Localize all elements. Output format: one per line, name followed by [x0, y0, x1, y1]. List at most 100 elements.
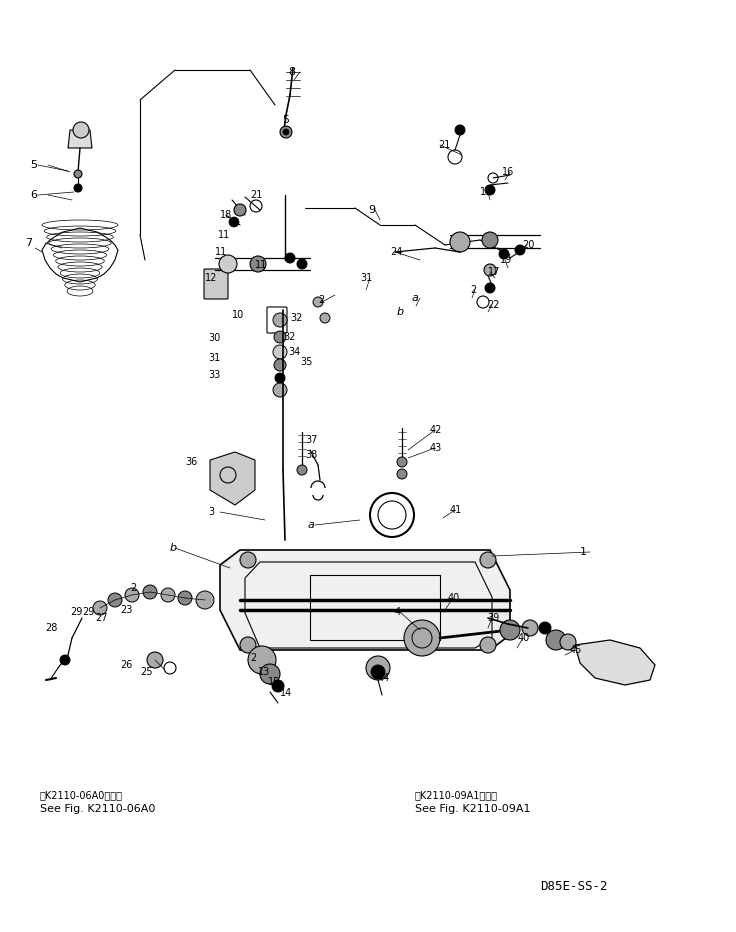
Text: 20: 20 — [522, 240, 534, 250]
Polygon shape — [220, 550, 510, 650]
Text: 40: 40 — [448, 593, 460, 603]
Text: 21: 21 — [250, 190, 262, 200]
Circle shape — [455, 125, 465, 135]
Text: 44: 44 — [378, 673, 390, 683]
Text: 33: 33 — [208, 370, 220, 380]
Text: 29: 29 — [82, 607, 94, 617]
Circle shape — [482, 232, 498, 248]
Circle shape — [280, 126, 292, 138]
Circle shape — [313, 297, 323, 307]
Text: 14: 14 — [280, 688, 292, 698]
Text: 第K2110-09A1図参照: 第K2110-09A1図参照 — [415, 790, 498, 800]
Circle shape — [219, 255, 237, 273]
Text: 32: 32 — [290, 313, 302, 323]
Circle shape — [275, 373, 285, 383]
Text: 10: 10 — [232, 310, 244, 320]
Text: 8: 8 — [288, 67, 295, 77]
Circle shape — [260, 664, 280, 684]
Circle shape — [240, 637, 256, 653]
Circle shape — [297, 259, 307, 269]
Circle shape — [366, 656, 390, 680]
Text: 11: 11 — [215, 247, 227, 257]
Circle shape — [273, 345, 287, 359]
Text: D85E-SS-2: D85E-SS-2 — [540, 880, 607, 893]
Text: 28: 28 — [45, 623, 57, 633]
Text: 39: 39 — [487, 613, 499, 623]
Text: 5: 5 — [282, 115, 289, 125]
Circle shape — [499, 249, 509, 259]
Text: See Fig. K2110-06A0: See Fig. K2110-06A0 — [40, 804, 155, 814]
Circle shape — [161, 588, 175, 602]
Text: 16: 16 — [502, 167, 514, 177]
Circle shape — [234, 204, 246, 216]
Text: 31: 31 — [208, 353, 220, 363]
Text: 第K2110-06A0図参照: 第K2110-06A0図参照 — [40, 790, 123, 800]
Circle shape — [285, 253, 295, 263]
Circle shape — [74, 184, 82, 192]
Polygon shape — [575, 640, 655, 685]
Text: 5: 5 — [30, 160, 37, 170]
Text: 41: 41 — [450, 505, 462, 515]
Circle shape — [229, 217, 239, 227]
Circle shape — [560, 634, 576, 650]
Text: a: a — [308, 520, 315, 530]
Circle shape — [60, 655, 70, 665]
Text: 17: 17 — [488, 267, 500, 277]
Text: 27: 27 — [95, 613, 107, 623]
Circle shape — [108, 593, 122, 607]
Circle shape — [240, 552, 256, 568]
Text: 2: 2 — [250, 653, 256, 663]
Text: 19: 19 — [500, 255, 512, 265]
Circle shape — [274, 359, 286, 371]
Text: 38: 38 — [305, 450, 317, 460]
FancyBboxPatch shape — [267, 307, 287, 333]
Polygon shape — [210, 452, 255, 505]
FancyBboxPatch shape — [204, 269, 228, 299]
Circle shape — [539, 622, 551, 634]
Circle shape — [371, 665, 385, 679]
Text: b: b — [397, 307, 404, 317]
Circle shape — [147, 652, 163, 668]
Text: 29: 29 — [70, 607, 82, 617]
Circle shape — [485, 185, 495, 195]
Circle shape — [450, 232, 470, 252]
Circle shape — [93, 601, 107, 615]
Circle shape — [515, 245, 525, 255]
Text: 9: 9 — [368, 205, 375, 215]
Text: 22: 22 — [487, 300, 500, 310]
Circle shape — [500, 620, 520, 640]
Text: 37: 37 — [305, 435, 317, 445]
Circle shape — [125, 588, 139, 602]
Text: 2: 2 — [318, 295, 325, 305]
Text: 40: 40 — [518, 633, 530, 643]
Circle shape — [196, 591, 214, 609]
Text: 4: 4 — [395, 607, 401, 617]
Circle shape — [178, 591, 192, 605]
Text: 11: 11 — [255, 260, 267, 270]
Circle shape — [143, 585, 157, 599]
Circle shape — [320, 313, 330, 323]
Circle shape — [250, 256, 266, 272]
Circle shape — [273, 383, 287, 397]
Text: 25: 25 — [140, 667, 152, 677]
Circle shape — [73, 122, 89, 138]
Text: 23: 23 — [120, 605, 132, 615]
Text: 26: 26 — [120, 660, 132, 670]
Text: 3: 3 — [208, 507, 214, 517]
Circle shape — [480, 637, 496, 653]
Circle shape — [404, 620, 440, 656]
Circle shape — [248, 646, 276, 674]
Text: See Fig. K2110-09A1: See Fig. K2110-09A1 — [415, 804, 531, 814]
Circle shape — [74, 170, 82, 178]
Circle shape — [272, 680, 284, 692]
Circle shape — [397, 457, 407, 467]
Text: 2: 2 — [130, 583, 136, 593]
Circle shape — [522, 620, 538, 636]
Text: 7: 7 — [25, 238, 32, 248]
Text: 24: 24 — [390, 247, 403, 257]
Text: 34: 34 — [288, 347, 300, 357]
Text: 18: 18 — [220, 210, 233, 220]
Text: 36: 36 — [185, 457, 197, 467]
Text: 15: 15 — [268, 677, 280, 687]
Text: 18: 18 — [480, 187, 492, 197]
